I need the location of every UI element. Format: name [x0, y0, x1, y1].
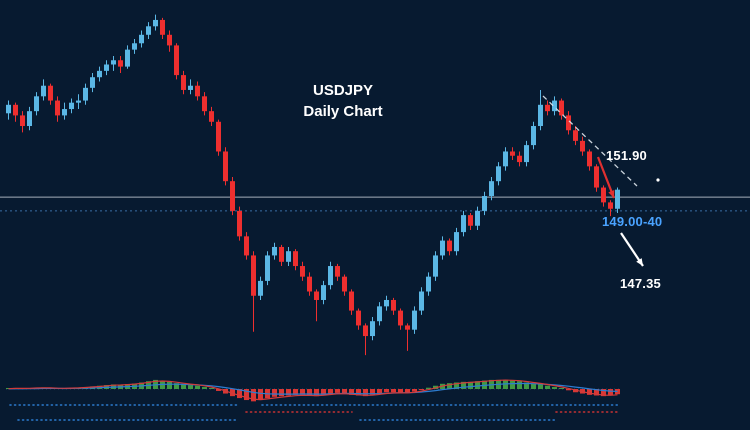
chart-title: USDJPY Daily Chart — [258, 80, 428, 122]
resistance-price-label: 151.90 — [606, 148, 647, 163]
chart-title-timeframe: Daily Chart — [303, 103, 383, 120]
target-price-label: 147.35 — [620, 276, 661, 291]
support-zone-label: 149.00-40 — [602, 214, 663, 229]
chart-title-symbol: USDJPY — [312, 82, 374, 99]
